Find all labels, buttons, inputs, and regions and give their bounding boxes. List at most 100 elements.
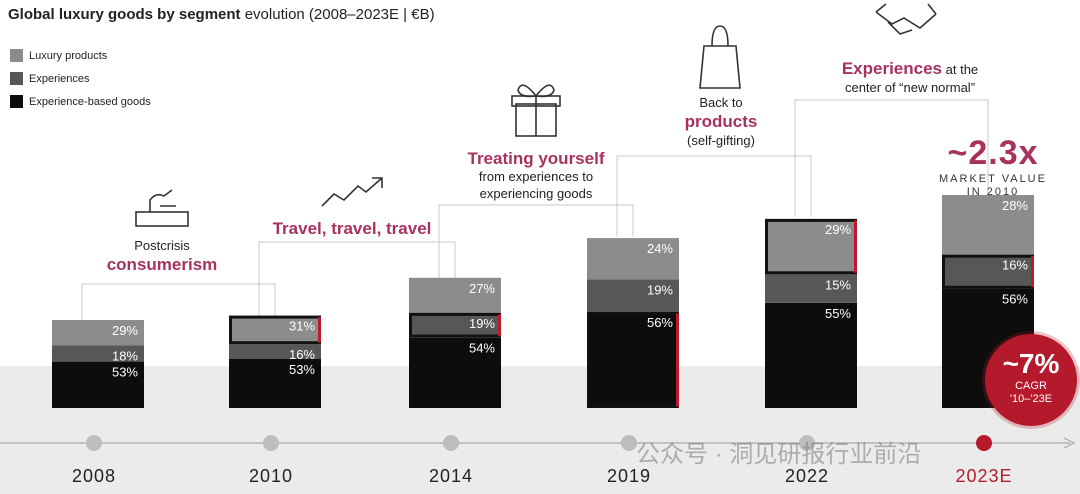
data-label-experience-based-goods-2014: 54%	[469, 341, 495, 356]
legend-label: Experience-based goods	[29, 95, 151, 108]
annotation-2008: Postcrisis consumerism	[92, 238, 232, 276]
bar-segment-experiences-2014	[409, 312, 501, 338]
cagr-badge: ~7% CAGR '10–'23E	[985, 334, 1077, 426]
annotation-highlight: Treating yourself	[467, 149, 605, 168]
bar-segment-experiences-2019	[587, 279, 679, 312]
timeline-arrow-icon	[1063, 437, 1076, 449]
annotation-text: Postcrisis	[134, 238, 190, 253]
chart-title-rest: evolution (2008–2023E | €B)	[240, 6, 435, 23]
bar-segment-experience-based-goods-2008	[52, 361, 144, 408]
annotation-2019: Back to products (self-gifting)	[656, 95, 786, 149]
bar-segment-experiences-2022	[765, 274, 857, 303]
bar-segment-experiences-2023e	[942, 254, 1034, 289]
bar-segment-experience-based-goods-2010	[229, 359, 321, 408]
shopping-bag-icon	[699, 25, 741, 89]
multiplier-label: IN 2010	[966, 186, 1020, 199]
timeline-dot-2008	[86, 435, 102, 451]
timeline	[0, 437, 1076, 449]
legend-label: Luxury products	[29, 49, 108, 62]
annotation-text: at the	[942, 62, 979, 77]
annotation-highlight: Experiences	[841, 59, 943, 78]
data-label-experiences-2014: 19%	[469, 316, 495, 331]
connector-2008	[81, 283, 276, 320]
handshake-icon	[875, 3, 937, 35]
bar-segment-luxury-products-2019	[587, 238, 679, 280]
market-value-multiplier: ~2.3x MARKET VALUE IN 2010	[926, 134, 1060, 199]
legend-swatch	[10, 49, 23, 62]
year-label-2008: 2008	[71, 466, 117, 486]
ballot-icon	[135, 189, 189, 227]
annotation-highlight: consumerism	[106, 255, 218, 275]
bar-segment-experience-based-goods-2022	[765, 303, 857, 408]
annotation-highlight: Travel, travel, travel	[272, 219, 432, 238]
cagr-value: ~7%	[1002, 348, 1060, 379]
bar-segment-experiences-2010	[229, 344, 321, 359]
gift-icon	[511, 84, 561, 137]
data-label-luxury-products-2022: 29%	[825, 222, 851, 237]
multiplier-label: MARKET VALUE	[939, 173, 1047, 185]
annotation-2022: Experiences at the center of “new normal…	[822, 58, 998, 96]
background-band	[0, 366, 1080, 494]
timeline-dot-2010	[263, 435, 279, 451]
bar-segment-experience-based-goods-2014	[409, 337, 501, 408]
annotation-highlight: products	[684, 112, 758, 132]
cagr-label: CAGR	[1015, 380, 1047, 392]
watermark: 公众号 · 洞见研报行业前沿	[636, 441, 922, 468]
year-label-2014: 2014	[428, 466, 474, 486]
timeline-dot-2022	[799, 435, 815, 451]
year-label-2023e: 2023E	[955, 466, 1013, 486]
legend-swatch	[10, 72, 23, 85]
year-label-2019: 2019	[606, 466, 652, 486]
multiplier-value: ~2.3x	[947, 134, 1039, 172]
bar-segment-luxury-products-2014	[409, 277, 501, 313]
data-label-experiences-2023e: 16%	[1002, 258, 1028, 273]
data-label-luxury-products-2014: 27%	[469, 281, 495, 296]
annotation-text: experiencing goods	[479, 185, 593, 201]
data-label-experiences-2008: 18%	[112, 349, 138, 364]
data-label-experience-based-goods-2008: 53%	[112, 364, 138, 379]
connector-2014	[438, 204, 634, 278]
timeline-dot-2014	[443, 435, 459, 451]
data-label-experiences-2022: 15%	[825, 277, 851, 292]
year-label-2022: 2022	[784, 466, 830, 486]
connector-2010	[258, 241, 456, 316]
legend-swatch	[10, 95, 23, 108]
bar-segment-experiences-2008	[52, 345, 144, 362]
legend-item-experiences: Experiences	[10, 72, 90, 85]
data-label-luxury-products-2023e: 28%	[1002, 198, 1028, 213]
cagr-period: '10–'23E	[1009, 393, 1053, 406]
chart-title-bold: Global luxury goods by segment	[8, 6, 241, 23]
bar-segment-luxury-products-2023e	[942, 195, 1034, 255]
bar-segment-luxury-products-2022	[765, 218, 857, 275]
data-label-luxury-products-2008: 29%	[112, 323, 138, 338]
timeline-dots	[86, 435, 992, 451]
annotation-text: (self-gifting)	[687, 132, 755, 148]
timeline-dot-2019	[621, 435, 637, 451]
data-label-experience-based-goods-2022: 55%	[825, 306, 851, 321]
chart-title: Global luxury goods by segment evolution…	[8, 6, 435, 23]
year-label-2010: 2010	[248, 466, 294, 486]
data-label-experiences-2019: 19%	[647, 282, 673, 297]
data-label-experience-based-goods-2010: 53%	[289, 362, 315, 377]
timeline-dot-2023e	[976, 435, 992, 451]
annotation-text: center of “new normal”	[844, 80, 976, 95]
connector-2019	[616, 155, 812, 237]
legend-label: Experiences	[29, 72, 90, 85]
bar-segment-luxury-products-2010	[229, 315, 321, 345]
data-label-experience-based-goods-2019: 56%	[647, 315, 673, 330]
data-label-experience-based-goods-2023e: 56%	[1002, 292, 1028, 307]
trend-up-icon	[321, 177, 383, 207]
legend-item-experience-based-goods: Experience-based goods	[10, 95, 151, 108]
connector-lines	[81, 99, 989, 320]
data-label-luxury-products-2010: 31%	[289, 319, 315, 334]
bar-segment-experience-based-goods-2019	[587, 311, 679, 408]
annotation-text: Back to	[699, 95, 743, 110]
legend-item-luxury-products: Luxury products	[10, 49, 107, 62]
annotation-2014: Treating yourself from experiences to ex…	[450, 148, 622, 202]
connector-2022	[794, 99, 989, 218]
bar-segment-luxury-products-2008	[52, 320, 144, 346]
data-label-experiences-2010: 16%	[289, 347, 315, 362]
data-label-luxury-products-2019: 24%	[647, 241, 673, 256]
annotation-2010: Travel, travel, travel	[258, 218, 446, 239]
